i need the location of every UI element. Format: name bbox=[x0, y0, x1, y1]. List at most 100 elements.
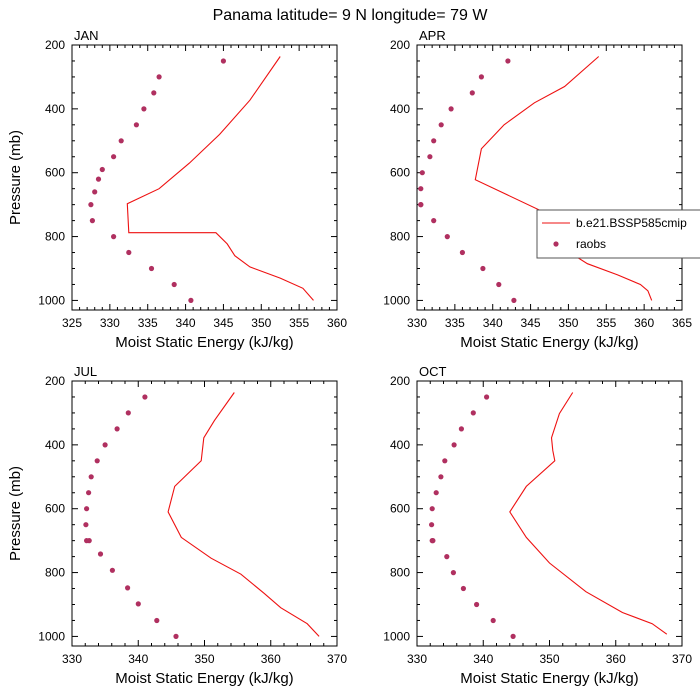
panel-label: APR bbox=[419, 28, 446, 43]
x-tick-label: 350 bbox=[558, 316, 578, 330]
data-point-raobs bbox=[450, 570, 456, 576]
legend: b.e21.BSSP585cmip raobs bbox=[536, 209, 700, 259]
y-axis-title: Pressure (mb) bbox=[7, 466, 24, 561]
chart-panels: JAN 325 330 335 340 345 350 355 360 200 400 600 800 1… bbox=[7, 28, 692, 687]
x-axis-title: Moist Static Energy (kJ/kg) bbox=[460, 334, 638, 351]
x-tick-label: 325 bbox=[62, 316, 82, 330]
y-tick-label: 1000 bbox=[38, 629, 65, 643]
data-point-raobs bbox=[419, 170, 425, 176]
data-point-raobs bbox=[458, 426, 464, 432]
data-point-raobs bbox=[88, 202, 94, 208]
data-point-raobs bbox=[125, 585, 131, 591]
data-point-raobs bbox=[89, 218, 95, 224]
y-tick-label: 400 bbox=[390, 438, 410, 452]
plot-frame bbox=[71, 44, 338, 311]
data-point-raobs bbox=[102, 442, 108, 448]
x-tick-label: 365 bbox=[672, 316, 692, 330]
data-point-raobs bbox=[418, 202, 424, 208]
data-point-raobs bbox=[111, 234, 117, 240]
data-point-raobs bbox=[505, 58, 511, 64]
x-tick-label: 355 bbox=[289, 316, 309, 330]
legend-swatch-raobs bbox=[553, 241, 559, 247]
data-point-raobs bbox=[444, 234, 450, 240]
y-axis-title: Pressure (mb) bbox=[7, 130, 24, 225]
panel-oct: OCT 330 340 350 360 370 200 400 600 800 1000 Moist … bbox=[383, 364, 692, 687]
data-point-raobs bbox=[88, 474, 94, 480]
data-point-raobs bbox=[438, 474, 444, 480]
data-point-raobs bbox=[460, 585, 466, 592]
data-point-raobs bbox=[427, 154, 433, 160]
data-point-raobs bbox=[86, 490, 92, 496]
panel-jan: JAN 325 330 335 340 345 350 355 360 200 400 600 800 1… bbox=[7, 28, 347, 351]
data-point-raobs bbox=[154, 617, 160, 624]
x-tick-label: 340 bbox=[128, 652, 148, 666]
data-point-raobs bbox=[429, 506, 435, 512]
data-point-raobs bbox=[97, 551, 104, 557]
series-line-model bbox=[509, 392, 668, 635]
panel-jul: JUL 330 340 350 360 370 200 400 600 800 1000 Moist … bbox=[7, 364, 347, 687]
y-tick-label: 800 bbox=[45, 566, 65, 580]
data-point-raobs bbox=[92, 189, 98, 195]
y-tick-label: 600 bbox=[390, 502, 410, 516]
data-point-raobs bbox=[510, 633, 516, 640]
x-tick-label: 350 bbox=[251, 316, 271, 330]
data-point-raobs bbox=[220, 58, 226, 64]
data-point-raobs bbox=[156, 74, 162, 80]
y-tick-label: 800 bbox=[390, 230, 410, 244]
x-tick-label: 335 bbox=[445, 316, 465, 330]
series-line-model bbox=[126, 56, 314, 301]
data-point-raobs bbox=[478, 74, 484, 80]
legend-label-raobs: raobs bbox=[576, 237, 606, 251]
plot-frame bbox=[416, 380, 683, 647]
data-point-raobs bbox=[433, 490, 439, 496]
x-tick-label: 330 bbox=[100, 316, 120, 330]
x-tick-label: 360 bbox=[606, 652, 626, 666]
x-tick-label: 330 bbox=[407, 652, 427, 666]
x-tick-label: 330 bbox=[62, 652, 82, 666]
x-tick-label: 340 bbox=[473, 652, 493, 666]
data-point-raobs bbox=[431, 218, 437, 224]
data-point-raobs bbox=[496, 281, 502, 288]
x-tick-label: 370 bbox=[327, 652, 347, 666]
y-tick-label: 200 bbox=[390, 374, 410, 388]
series-line-model bbox=[167, 392, 320, 637]
data-point-raobs bbox=[142, 394, 148, 400]
x-tick-label: 360 bbox=[327, 316, 347, 330]
plot-frame bbox=[416, 44, 683, 311]
data-point-raobs bbox=[83, 522, 89, 528]
figure-title: Panama latitude= 9 N longitude= 79 W bbox=[213, 7, 489, 24]
data-point-raobs bbox=[480, 265, 486, 272]
x-tick-label: 345 bbox=[521, 316, 541, 330]
panel-label: OCT bbox=[419, 364, 447, 379]
x-tick-label: 340 bbox=[483, 316, 503, 330]
data-point-raobs bbox=[118, 138, 124, 144]
x-tick-label: 360 bbox=[261, 652, 281, 666]
data-point-raobs bbox=[95, 176, 102, 182]
data-point-raobs bbox=[109, 567, 115, 573]
x-tick-label: 355 bbox=[596, 316, 616, 330]
y-tick-label: 600 bbox=[45, 166, 65, 180]
panel-label: JAN bbox=[74, 28, 99, 43]
x-tick-label: 345 bbox=[213, 316, 233, 330]
data-point-raobs bbox=[126, 249, 132, 256]
data-point-raobs bbox=[133, 122, 139, 128]
y-tick-label: 200 bbox=[45, 374, 65, 388]
x-axis-title: Moist Static Energy (kJ/kg) bbox=[115, 334, 293, 351]
panel-label: JUL bbox=[74, 364, 97, 379]
data-point-raobs bbox=[141, 106, 147, 112]
y-tick-label: 400 bbox=[45, 438, 65, 452]
data-point-raobs bbox=[442, 458, 448, 464]
data-point-raobs bbox=[431, 138, 437, 144]
data-point-raobs bbox=[188, 297, 194, 303]
data-point-raobs bbox=[148, 265, 155, 272]
x-tick-label: 335 bbox=[138, 316, 158, 330]
data-point-raobs bbox=[444, 554, 450, 560]
data-point-raobs bbox=[418, 186, 424, 192]
y-tick-label: 1000 bbox=[383, 293, 410, 307]
data-point-raobs bbox=[438, 122, 444, 128]
data-point-raobs bbox=[430, 538, 436, 544]
x-axis-title: Moist Static Energy (kJ/kg) bbox=[115, 670, 293, 687]
panel-apr: APR 330 335 340 345 350 355 360 365 200 400 600 800 1… bbox=[383, 28, 692, 351]
data-point-raobs bbox=[84, 506, 90, 512]
